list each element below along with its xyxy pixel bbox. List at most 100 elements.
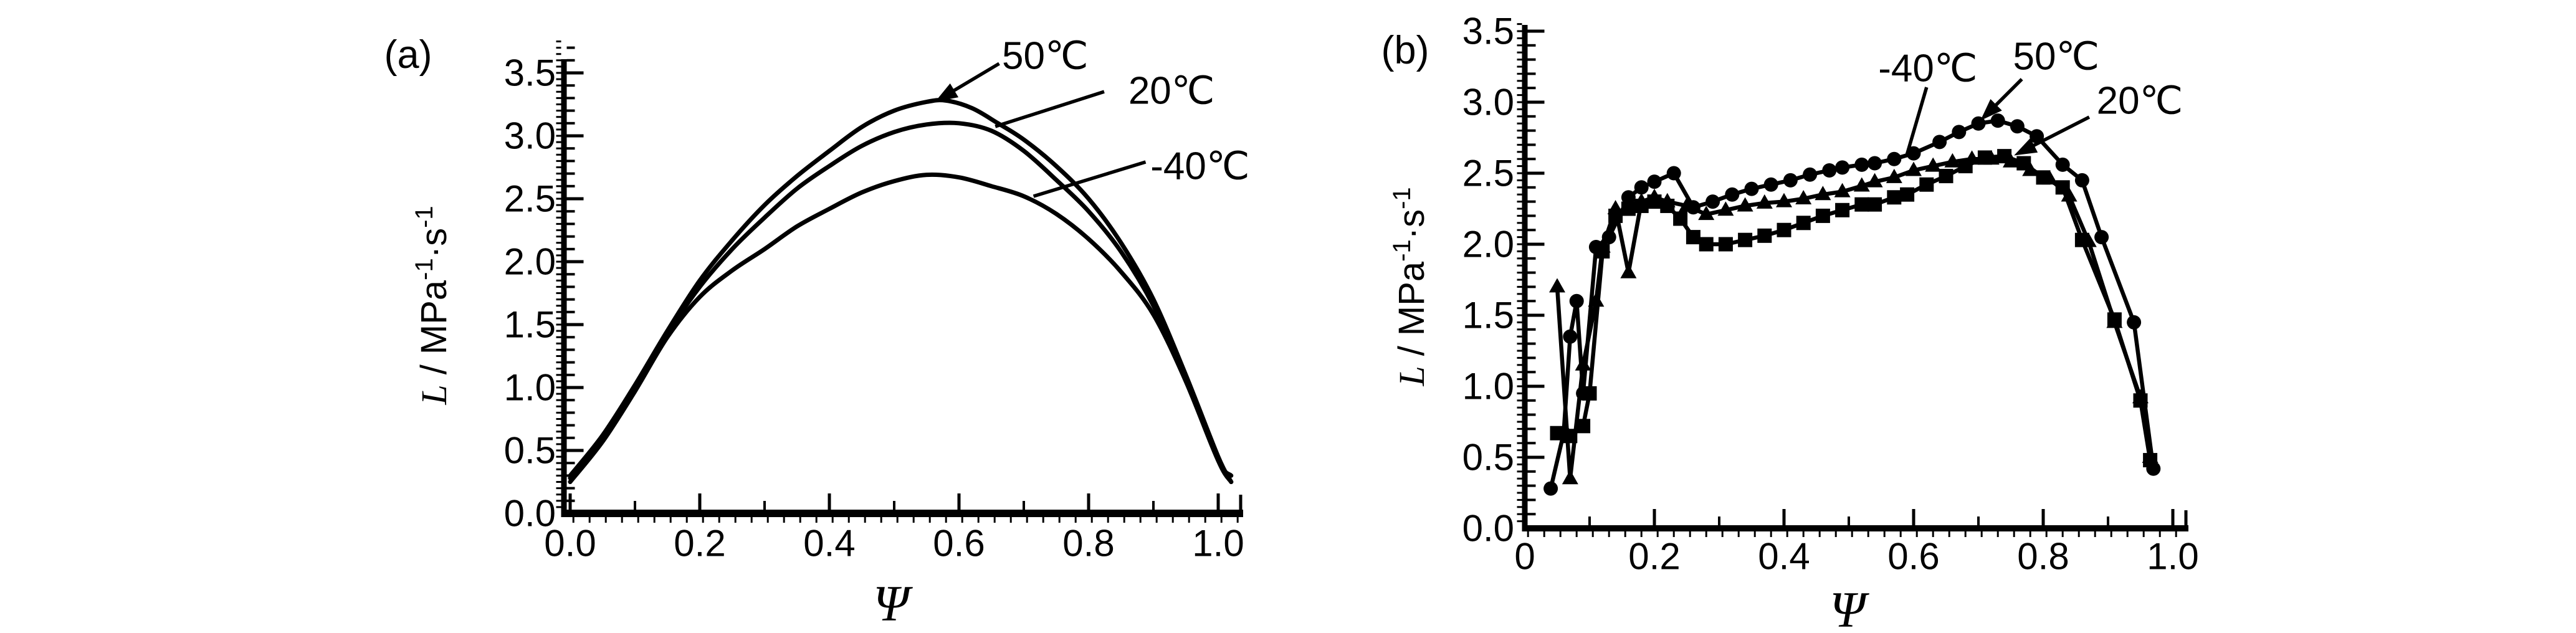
triangle-marker [1575, 356, 1591, 371]
arrowhead-icon [935, 83, 959, 102]
triangle-marker [1963, 150, 1980, 165]
y-axis-title: L / MPa-1·s-1 [411, 206, 454, 405]
y-tick-label: 3.5 [1462, 11, 1514, 52]
square-marker [1854, 197, 1869, 212]
temperature-label: -40℃ [1878, 47, 1977, 90]
square-marker [1919, 177, 1934, 192]
triangle-marker [1756, 194, 1773, 209]
temperature-label: 20℃ [2097, 79, 2183, 122]
triangle-marker [1834, 183, 1851, 198]
square-marker [1673, 211, 1688, 226]
triangle-marker [2080, 232, 2097, 247]
series--40℃ [1549, 150, 2159, 485]
square-marker [1796, 216, 1811, 231]
y-tick-label: 3.0 [1462, 82, 1514, 123]
circle-marker [2074, 173, 2089, 188]
y-axis-variable: L [414, 384, 454, 405]
circle-marker [1835, 160, 1850, 175]
y-axis-title: L / MPa-1·s-1 [1388, 187, 1432, 386]
circle-marker [1971, 116, 1986, 131]
x-tick-label: 1.0 [1192, 523, 1244, 564]
triangle-marker [1588, 292, 1605, 307]
square-marker [1576, 419, 1591, 434]
y-axis-superscript: -1 [411, 206, 438, 228]
triangle-marker [1853, 177, 1870, 192]
triangle-marker [2003, 153, 2019, 168]
y-tick-label: 3.5 [504, 52, 556, 94]
temperature-label: 50℃ [2013, 36, 2100, 79]
triangle-marker [1620, 264, 1637, 278]
annotation-20℃ [2014, 115, 2091, 156]
triangle-marker [1717, 201, 1734, 216]
y-tick-label: 1.5 [1462, 295, 1514, 336]
square-marker [1699, 237, 1714, 252]
circle-marker [2127, 315, 2142, 330]
square-marker [1738, 232, 1753, 247]
circle-marker [1563, 329, 1578, 344]
triangle-marker [2022, 161, 2039, 176]
y-tick-label: 0.0 [1462, 508, 1514, 550]
leader-line [1904, 87, 1929, 157]
circle-marker [1783, 173, 1798, 188]
arrowhead-icon [1980, 98, 2002, 121]
triangle-marker [1698, 206, 1715, 221]
square-marker [1900, 187, 1915, 202]
x-tick-label: 0.8 [2017, 536, 2069, 578]
triangle-marker [1886, 168, 1902, 183]
series-curve [568, 172, 1234, 484]
circle-marker [1569, 293, 1584, 308]
triangle-marker [2061, 187, 2077, 202]
square-marker [1718, 237, 1733, 252]
x-tick-label: 0.8 [1062, 523, 1114, 564]
y-axis-unit: / MPa [414, 280, 454, 384]
leader-line [945, 62, 1000, 97]
series-50℃ [1543, 113, 2161, 496]
circle-marker [1634, 180, 1649, 195]
y-tick-label: 0.5 [504, 430, 556, 472]
y-axis-superscript: -1 [1388, 239, 1416, 262]
y-tick-label: 3.0 [504, 115, 556, 157]
annotation-50℃ [1980, 78, 2023, 121]
y-axis-superscript: -1 [411, 258, 438, 280]
circle-marker [2030, 129, 2044, 144]
circle-marker [1990, 113, 2005, 128]
circle-marker [1803, 167, 1818, 182]
y-tick-label: 1.0 [1462, 366, 1514, 407]
y-tick-label: 2.0 [1462, 224, 1514, 265]
triangle-marker [2132, 389, 2149, 404]
triangle-marker [2142, 449, 2159, 463]
circle-marker [2094, 230, 2109, 245]
circle-marker [1763, 177, 1778, 192]
y-tick-label: 1.5 [504, 304, 556, 346]
leader-line [995, 90, 1105, 128]
x-tick-label: 0.4 [803, 523, 855, 564]
series-curve [568, 120, 1234, 484]
circle-marker [1744, 181, 1759, 196]
square-marker [1582, 386, 1597, 401]
x-tick-label: 0 [1514, 536, 1535, 578]
x-tick-label: 0.2 [674, 523, 725, 564]
square-marker [1621, 201, 1636, 216]
x-tick-label: 0.0 [544, 523, 596, 564]
square-marker [1777, 222, 1791, 237]
y-axis-variable: L [1391, 366, 1432, 386]
triangle-marker [1866, 173, 1883, 188]
triangle-marker [1737, 197, 1753, 212]
triangle-marker [2041, 170, 2058, 185]
triangle-marker [1659, 193, 1676, 207]
square-marker [1686, 230, 1701, 245]
circle-marker [1854, 157, 1869, 172]
circle-marker [2055, 157, 2070, 172]
triangle-marker [1906, 161, 1922, 176]
annotation--40℃ [1904, 87, 1929, 157]
circle-marker [1666, 166, 1681, 181]
triangle-marker [1679, 197, 1695, 212]
circle-marker [1543, 481, 1558, 496]
temperature-label: 20℃ [1128, 70, 1215, 113]
panel-a: 0.0 0.2 0.4 0.6 0.8 1.0 0.0 0.5 1.0 1.5 2.0 2.5 3.0 3… [384, 33, 1250, 632]
leader-line [1033, 160, 1147, 198]
circle-marker [1725, 187, 1740, 202]
series-curve [568, 98, 1234, 484]
